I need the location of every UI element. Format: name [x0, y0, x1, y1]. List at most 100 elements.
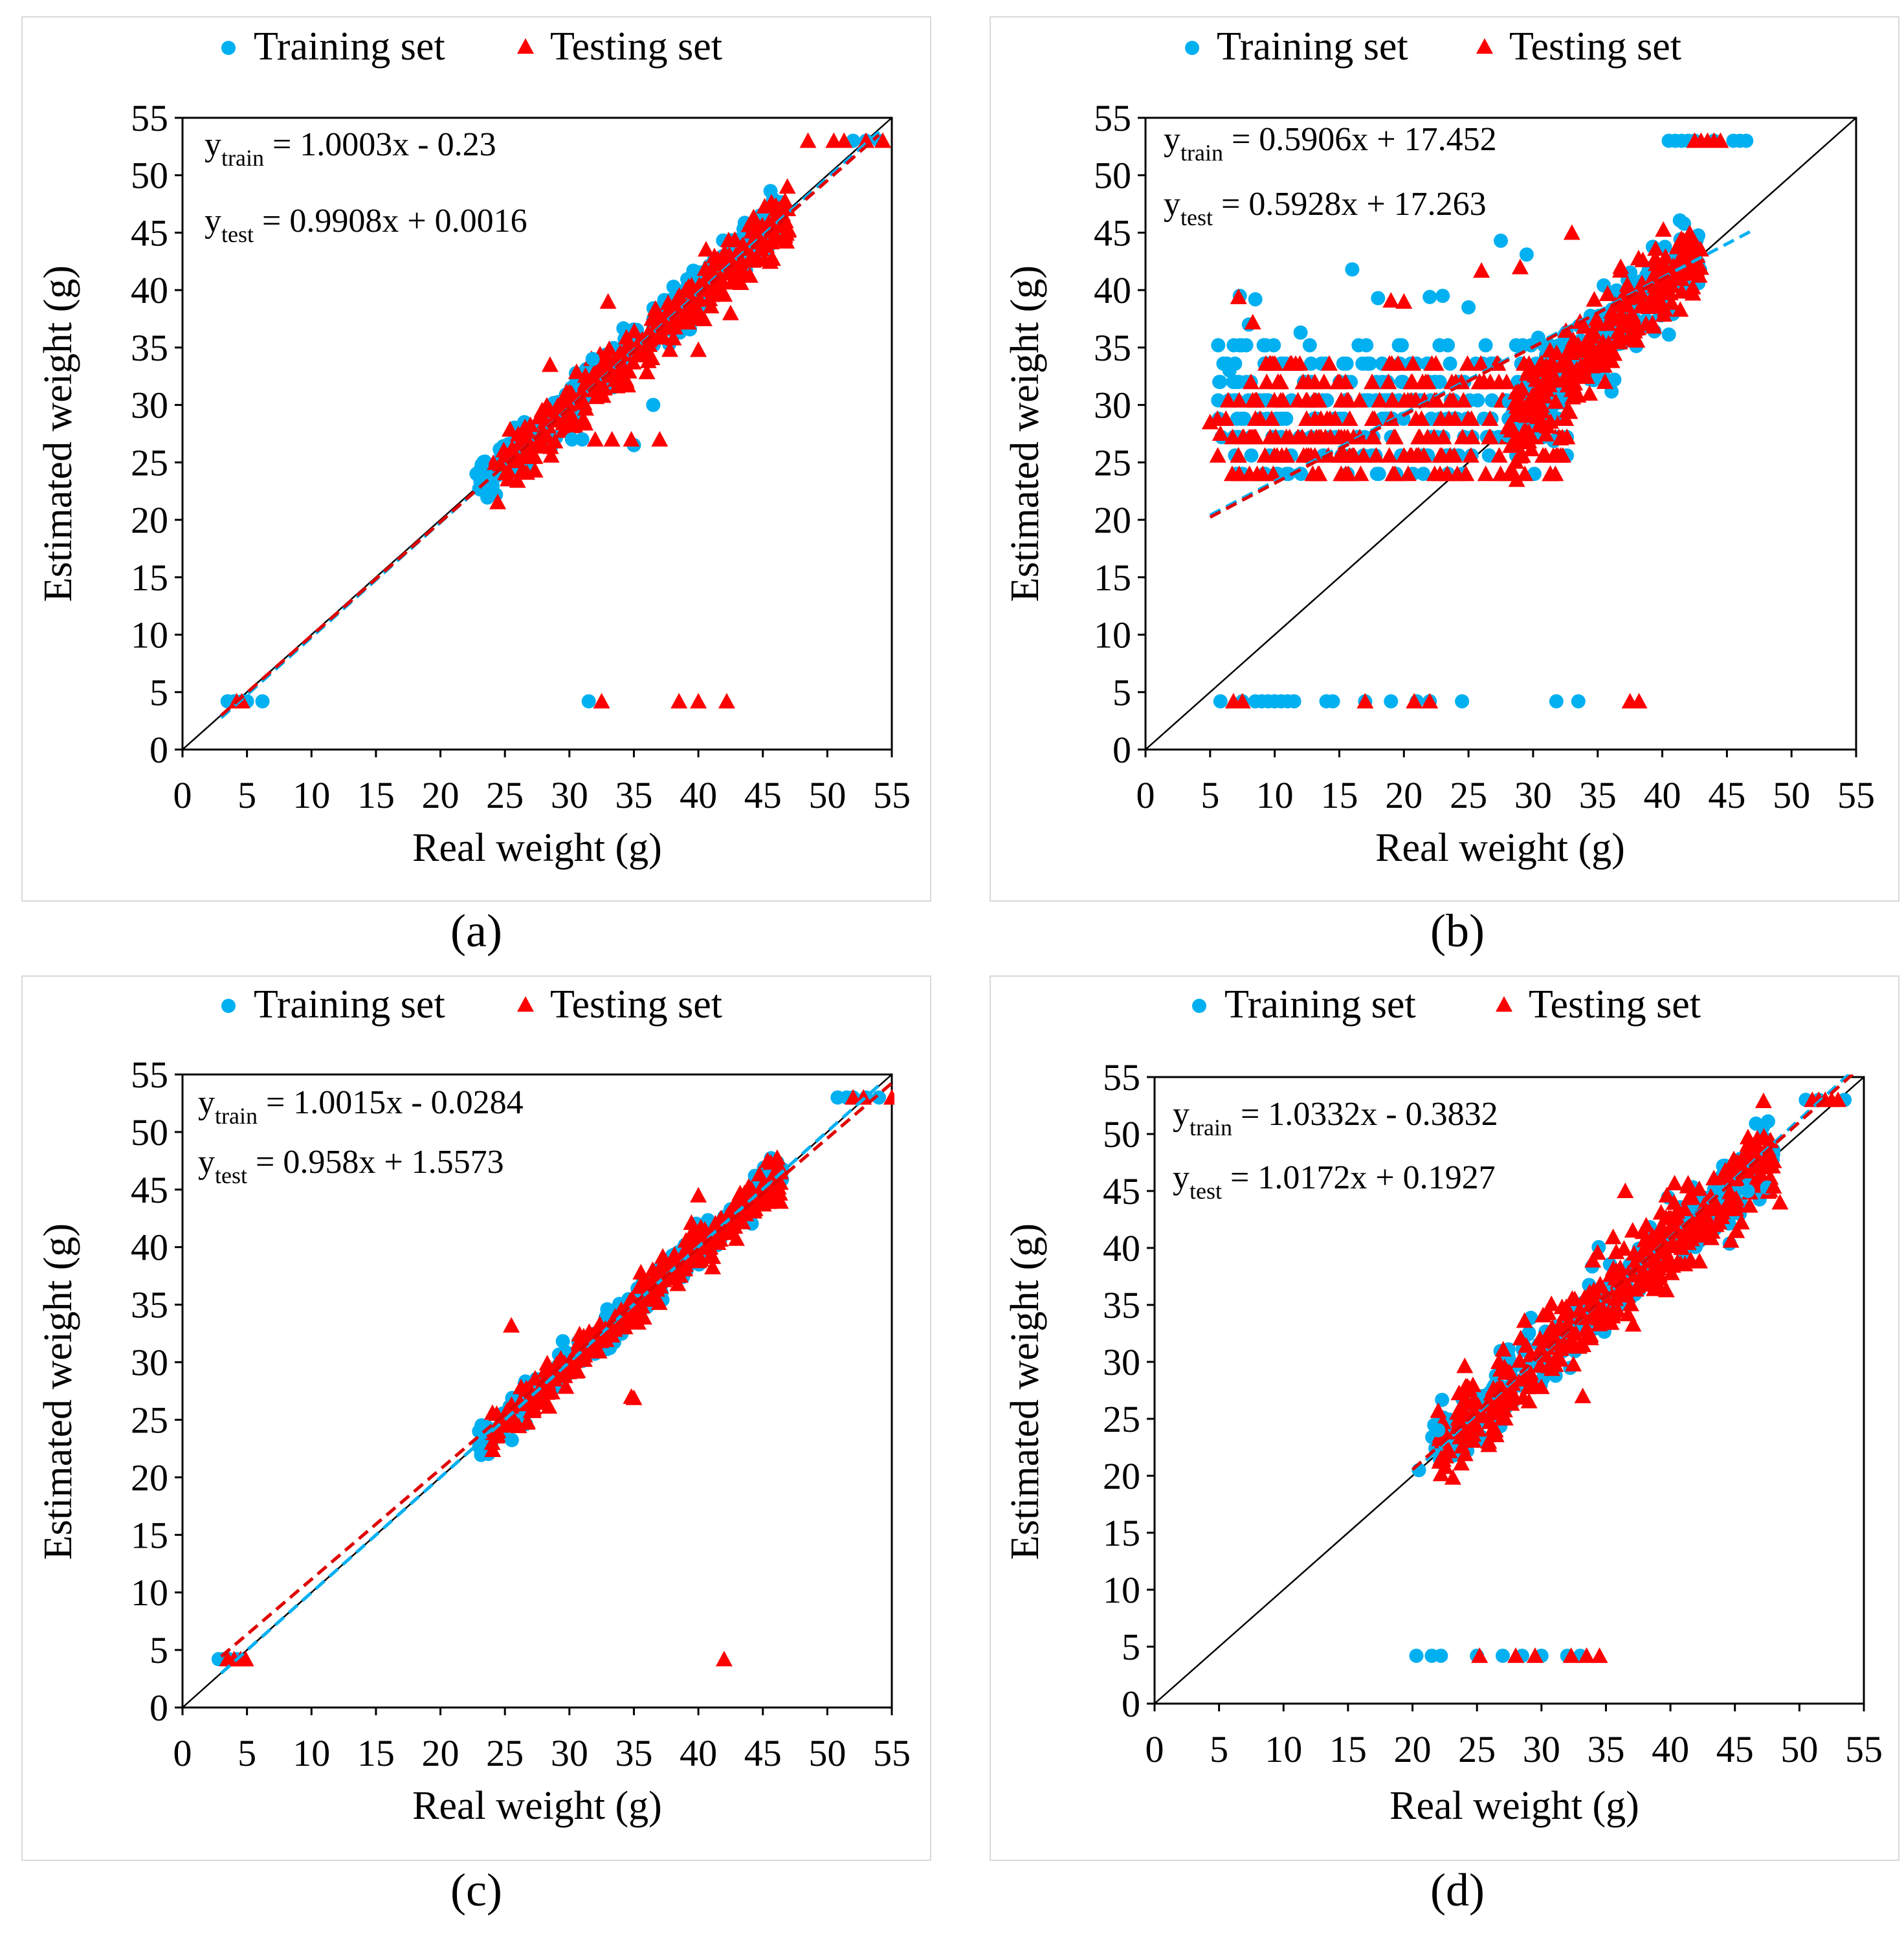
- test-point: [1351, 392, 1368, 408]
- test-equation: ytest = 0.5928x + 17.263: [1164, 186, 1487, 230]
- test-point: [1512, 1330, 1529, 1346]
- test-point: [1494, 1341, 1512, 1357]
- test-point: [1602, 1314, 1620, 1330]
- test-point: [1679, 1175, 1697, 1191]
- test-point: [525, 1398, 542, 1414]
- test-point: [672, 1267, 689, 1283]
- x-axis-label: Real weight (g): [1389, 1784, 1639, 1828]
- test-point: [1512, 434, 1530, 449]
- y-tick-label: 20: [1103, 1455, 1140, 1497]
- y-tick-label: 10: [131, 1572, 168, 1614]
- test-point: [1465, 1426, 1482, 1442]
- test-point: [701, 291, 718, 306]
- test-point: [1679, 1224, 1696, 1240]
- test-point: [623, 430, 640, 447]
- x-axis-label: Real weight (g): [412, 1784, 662, 1828]
- test-point: [1241, 465, 1258, 482]
- y-tick-label: 5: [1122, 1626, 1140, 1668]
- test-point: [1364, 410, 1381, 426]
- train-point: [1485, 393, 1500, 408]
- panel-a: 0 5 10 15 20 25 30 35 40 45 50 55 0 5 10 15 20 25 30 35 40 45…: [36, 25, 911, 957]
- train-point: [1256, 338, 1271, 353]
- test-point: [883, 1089, 894, 1105]
- test-point: [1268, 447, 1286, 463]
- test-point: [1619, 1306, 1637, 1322]
- y-tick-label: 25: [131, 441, 168, 484]
- y-tick-label: 5: [149, 671, 168, 713]
- test-point: [1525, 386, 1543, 403]
- x-tick-label: 35: [1579, 774, 1617, 816]
- test-point: [1462, 447, 1479, 463]
- test-point: [1230, 447, 1247, 463]
- test-point: [541, 356, 559, 372]
- train-point: [581, 694, 596, 709]
- test-equation: ytest = 0.9908x + 0.0016: [205, 203, 527, 247]
- y-tick-label: 35: [1103, 1284, 1140, 1326]
- x-tick-label: 15: [357, 1732, 395, 1774]
- x-tick-label: 45: [1716, 1728, 1754, 1770]
- test-point: [718, 693, 735, 709]
- test-point: [1492, 1361, 1509, 1377]
- test-point: [683, 1226, 700, 1242]
- test-point: [1591, 1647, 1608, 1663]
- test-point: [716, 286, 733, 302]
- test-point: [1463, 410, 1480, 426]
- test-point: [1382, 292, 1400, 308]
- test-point: [1419, 428, 1436, 445]
- test-point: [698, 241, 714, 257]
- y-tick-label: 40: [131, 269, 168, 311]
- test-point: [586, 430, 604, 447]
- test-point: [1463, 428, 1481, 445]
- test-point: [1487, 1421, 1504, 1438]
- test-point: [670, 290, 687, 306]
- test-point: [1520, 1379, 1537, 1394]
- train-point: [1362, 356, 1377, 371]
- y-axis-label: Estimated weight (g): [1003, 1223, 1047, 1560]
- test-point: [1448, 465, 1466, 482]
- train-point: [1293, 325, 1308, 340]
- test-point: [237, 1651, 254, 1667]
- test-point: [1690, 1180, 1708, 1196]
- train-point: [1222, 363, 1237, 378]
- test-point: [1613, 307, 1631, 324]
- test-point: [1606, 345, 1623, 361]
- test-point: [1619, 276, 1636, 292]
- test-point: [593, 693, 610, 709]
- test-point: [1395, 293, 1413, 309]
- test-point: [1581, 384, 1599, 401]
- test-point: [1764, 1157, 1781, 1174]
- test-point: [1454, 1404, 1471, 1420]
- y-tick-label: 55: [1103, 1056, 1140, 1098]
- test-point: [1672, 1216, 1690, 1232]
- test-point: [1454, 1438, 1471, 1454]
- test-point: [1534, 378, 1551, 394]
- panel-caption: (b): [1430, 905, 1485, 957]
- test-point: [1410, 447, 1427, 463]
- test-point: [690, 1186, 707, 1203]
- test-point: [1552, 430, 1569, 446]
- test-point: [489, 493, 507, 509]
- test-point: [1352, 465, 1369, 482]
- train-point: [1422, 289, 1437, 304]
- test-point: [1380, 447, 1398, 463]
- train-point: [1519, 247, 1534, 262]
- test-point: [594, 387, 612, 403]
- test-point: [660, 300, 678, 317]
- test-point: [1367, 447, 1385, 463]
- train-point: [1371, 467, 1386, 482]
- test-point: [1755, 1092, 1772, 1108]
- test-point: [1628, 332, 1646, 348]
- test-point: [1693, 1204, 1710, 1220]
- test-point: [1242, 373, 1259, 390]
- test-point: [542, 438, 559, 454]
- test-point: [599, 293, 617, 309]
- train-point: [1416, 467, 1431, 482]
- test-point: [1634, 1223, 1652, 1240]
- test-point: [502, 421, 519, 437]
- points-layer: [1154, 1074, 1864, 1704]
- panel-caption: (a): [450, 905, 502, 957]
- test-point: [620, 362, 637, 379]
- test-point: [1520, 1392, 1538, 1408]
- test-point: [1630, 693, 1648, 709]
- test-point: [683, 277, 700, 293]
